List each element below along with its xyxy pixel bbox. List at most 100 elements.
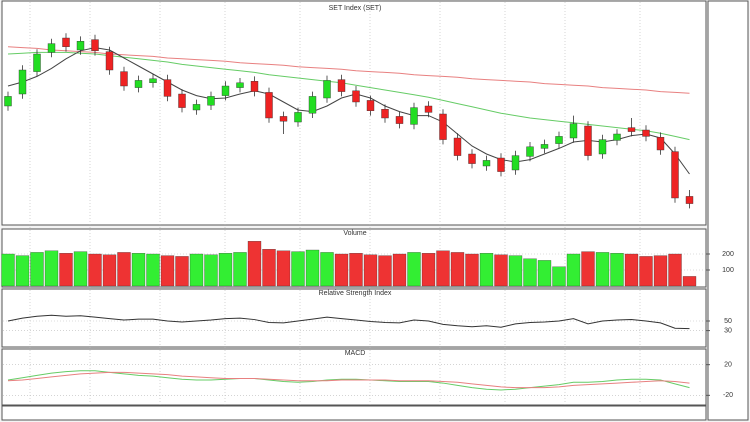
candle-body — [627, 127, 636, 132]
indicator-line — [7, 314, 690, 330]
volume-bar — [537, 260, 552, 287]
volume-bar — [102, 254, 117, 287]
volume-bar — [566, 253, 581, 287]
candle-body — [526, 146, 534, 157]
candle-body — [221, 85, 230, 96]
candle-body — [33, 53, 41, 72]
y-tick-label: -20 — [723, 392, 733, 399]
candle-body — [105, 51, 114, 71]
macd-panel — [1, 348, 707, 406]
candle-body — [468, 153, 476, 164]
indicator-line — [7, 371, 690, 389]
y-tick-label: 100 — [722, 267, 734, 274]
volume-bar — [552, 266, 566, 287]
candle-body — [642, 129, 650, 137]
volume-bar — [349, 253, 363, 287]
rsi-panel — [1, 288, 707, 348]
candle-body — [120, 71, 128, 87]
volume-bar — [88, 253, 102, 287]
candle-body — [294, 112, 302, 123]
volume-bar — [595, 252, 610, 287]
candle-body — [163, 79, 172, 97]
volume-bar — [247, 241, 262, 287]
volume-bar — [508, 255, 523, 287]
volume-bar — [44, 250, 59, 287]
value-axis — [707, 0, 749, 421]
candle-body — [337, 79, 346, 92]
candle-body — [381, 108, 389, 119]
volume-bar — [189, 253, 204, 287]
candle-body — [279, 116, 288, 122]
volume-bar — [117, 252, 131, 287]
y-tick-label: 20 — [724, 362, 732, 369]
candle-body — [207, 96, 215, 106]
volume-bar — [610, 253, 624, 287]
volume-bar — [320, 252, 334, 287]
volume-bar — [160, 255, 175, 287]
volume-bar — [233, 252, 247, 287]
volume-bar — [262, 249, 276, 287]
volume-bar — [73, 251, 88, 287]
candle-body — [410, 107, 418, 125]
candle-body — [47, 43, 56, 53]
volume-bar — [363, 254, 378, 287]
panel-title: Volume — [343, 230, 366, 237]
candle-body — [236, 82, 244, 88]
volume-bar — [682, 276, 697, 287]
volume-bar — [276, 250, 291, 287]
volume-bar — [421, 253, 436, 287]
candle-body — [265, 92, 273, 119]
volume-bar — [581, 251, 595, 287]
panel-title: MACD — [345, 350, 366, 357]
candle-body — [134, 80, 143, 88]
candle-body — [511, 155, 520, 171]
candle-body — [192, 104, 201, 111]
volume-bar — [392, 253, 407, 287]
volume-bar — [479, 253, 494, 287]
candle-body — [250, 80, 259, 92]
candle-body — [540, 144, 549, 149]
indicator-line — [7, 46, 690, 94]
volume-bar — [668, 253, 682, 287]
volume-bar — [624, 253, 639, 287]
y-tick-label: 50 — [724, 318, 732, 325]
candle-body — [4, 96, 12, 107]
price-panel — [1, 0, 707, 226]
volume-bar — [218, 253, 233, 287]
candle-body — [685, 196, 694, 204]
candle-body — [671, 151, 679, 199]
candle-body — [366, 100, 375, 112]
candle-body — [453, 137, 462, 156]
candle-body — [569, 123, 578, 139]
volume-bar — [1, 253, 15, 287]
y-tick-label: 30 — [724, 327, 732, 334]
indicator-line — [7, 370, 690, 391]
volume-bar — [465, 253, 479, 287]
candle-body — [613, 133, 621, 141]
candle-body — [178, 93, 186, 108]
candle-body — [352, 90, 360, 103]
volume-bar — [334, 253, 349, 287]
volume-bar — [131, 253, 146, 287]
candle-body — [424, 105, 433, 113]
candle-body — [598, 139, 607, 155]
chart-title: SET Index (SET) — [329, 5, 382, 12]
y-tick-label: 200 — [722, 251, 734, 258]
volume-bar — [450, 252, 465, 287]
volume-bar — [378, 255, 392, 287]
volume-bar — [407, 252, 421, 287]
candle-body — [395, 116, 404, 124]
volume-bar — [653, 255, 668, 287]
volume-bar — [291, 251, 305, 287]
vertical-grid — [29, 2, 641, 405]
candle-body — [76, 41, 85, 51]
date-axis — [1, 405, 707, 421]
candle-body — [323, 80, 331, 99]
candle-body — [91, 39, 99, 51]
volume-bar — [305, 249, 320, 287]
candle-body — [18, 69, 27, 95]
candle-body — [439, 113, 447, 140]
candle-body — [62, 37, 70, 48]
